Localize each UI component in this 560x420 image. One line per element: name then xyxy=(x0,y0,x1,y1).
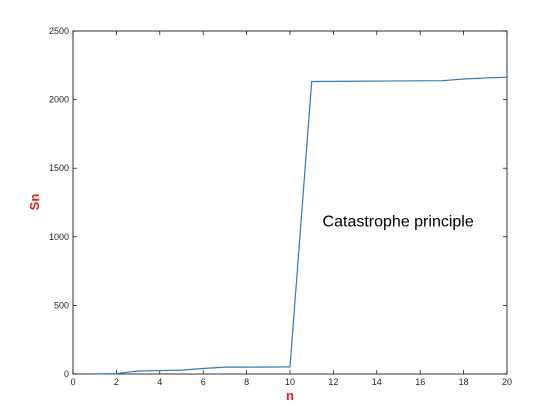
series-line xyxy=(94,76,508,375)
x-tick-label: 2 xyxy=(114,377,119,387)
y-tick-label: 2500 xyxy=(49,26,69,36)
x-tick-label: 6 xyxy=(201,377,206,387)
y-axis-ticks: 0 500 1000 1500 2000 2500 xyxy=(49,26,507,379)
x-tick-label: 14 xyxy=(372,377,382,387)
x-axis-ticks: 0 2 4 6 8 10 12 14 16 18 20 xyxy=(70,31,512,387)
y-tick-label: 500 xyxy=(54,300,69,310)
y-tick-label: 2000 xyxy=(49,95,69,105)
y-tick-label: 0 xyxy=(64,369,69,379)
x-tick-label: 18 xyxy=(459,377,469,387)
x-tick-label: 0 xyxy=(70,377,75,387)
y-tick-label: 1500 xyxy=(49,163,69,173)
x-tick-label: 20 xyxy=(502,377,512,387)
x-tick-label: 10 xyxy=(285,377,295,387)
plot-area xyxy=(72,30,508,375)
annotation-catastrophe: Catastrophe principle xyxy=(323,214,474,231)
x-tick-label: 4 xyxy=(157,377,162,387)
x-axis-label: n xyxy=(286,388,294,403)
x-tick-label: 16 xyxy=(415,377,425,387)
x-tick-label: 8 xyxy=(244,377,249,387)
y-tick-label: 1000 xyxy=(49,232,69,242)
y-axis-label: Sn xyxy=(27,194,42,211)
x-tick-label: 12 xyxy=(328,377,338,387)
series-layer xyxy=(94,76,508,375)
